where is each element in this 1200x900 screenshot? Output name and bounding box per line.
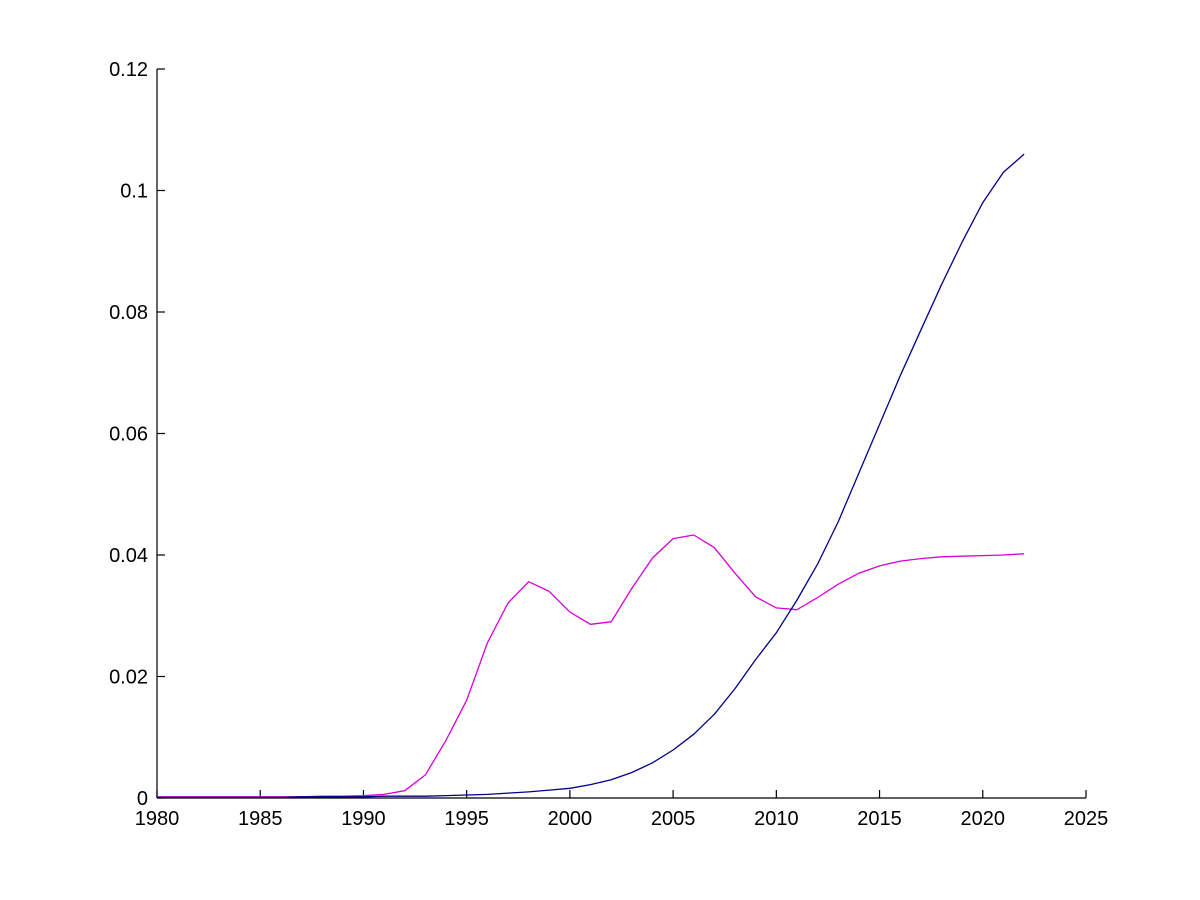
x-tick-label: 1980 (135, 808, 180, 830)
y-tick-label: 0.02 (109, 667, 148, 689)
series-line-blue (157, 153, 1025, 799)
y-tick-label: 0.08 (109, 302, 148, 324)
y-tick-label: 0.1 (120, 181, 148, 203)
x-tick-label: 2025 (1064, 808, 1109, 830)
y-tick-label: 0.06 (109, 424, 148, 446)
x-tick-label: 1990 (341, 808, 386, 830)
x-tick-label: 1985 (238, 808, 283, 830)
x-tick-label: 1995 (444, 808, 489, 830)
y-tick-label: 0 (137, 788, 148, 810)
y-tick-label: 0.12 (109, 59, 148, 81)
x-tick-label: 2005 (651, 808, 696, 830)
series-line-magenta (157, 534, 1025, 798)
x-tick-label: 2020 (961, 808, 1006, 830)
x-tick-label: 2010 (754, 808, 799, 830)
x-tick-label: 2015 (857, 808, 902, 830)
y-tick-label: 0.04 (109, 545, 148, 567)
x-tick-label: 2000 (548, 808, 593, 830)
